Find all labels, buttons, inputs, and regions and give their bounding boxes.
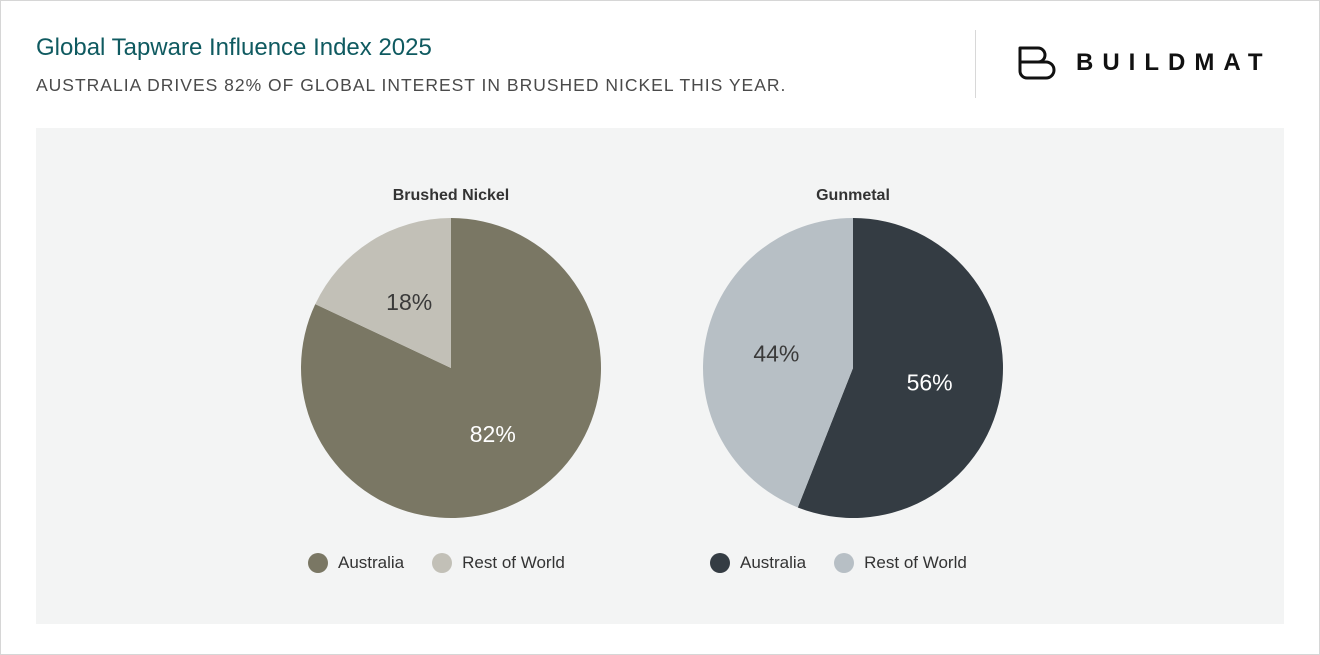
chart-title: Gunmetal	[816, 187, 890, 204]
legend-1: Australia Rest of World	[710, 553, 995, 573]
legend-item-australia: Australia	[710, 553, 806, 573]
legend-label: Rest of World	[864, 553, 967, 572]
chart-panel	[36, 128, 1284, 624]
legend-0: Australia Rest of World	[308, 553, 593, 573]
legend-item-australia: Australia	[308, 553, 404, 573]
pie-slice-rest-of-world	[703, 218, 853, 508]
legend-swatch	[432, 553, 453, 573]
slice-label: 82%	[470, 421, 516, 447]
page-title: Global Tapware Influence Index 2025	[36, 34, 432, 61]
legend-swatch	[834, 553, 855, 573]
logo-mark-icon	[1018, 46, 1056, 80]
pie-slice-australia	[301, 218, 602, 518]
legend-item-rest-of-world: Rest of World	[834, 553, 967, 573]
legend-item-rest-of-world: Rest of World	[432, 553, 565, 573]
slice-label: 44%	[753, 340, 799, 366]
legend-label: Rest of World	[462, 553, 565, 572]
legend-swatch	[710, 553, 730, 573]
logo-text: BUILDMAT	[1076, 49, 1272, 76]
legend-label: Australia	[338, 553, 405, 572]
legend-swatch	[308, 553, 328, 573]
buildmat-logo: BUILDMAT	[1018, 46, 1272, 80]
legend-label: Australia	[740, 553, 807, 572]
pie-slice-rest-of-world	[315, 218, 451, 368]
slice-label: 56%	[907, 370, 953, 396]
page-subtitle: AUSTRALIA DRIVES 82% OF GLOBAL INTEREST …	[36, 75, 787, 95]
slice-label: 18%	[386, 289, 432, 315]
chart-title: Brushed Nickel	[393, 187, 509, 204]
pie-slice-australia	[797, 218, 1004, 518]
header-divider	[975, 30, 976, 98]
